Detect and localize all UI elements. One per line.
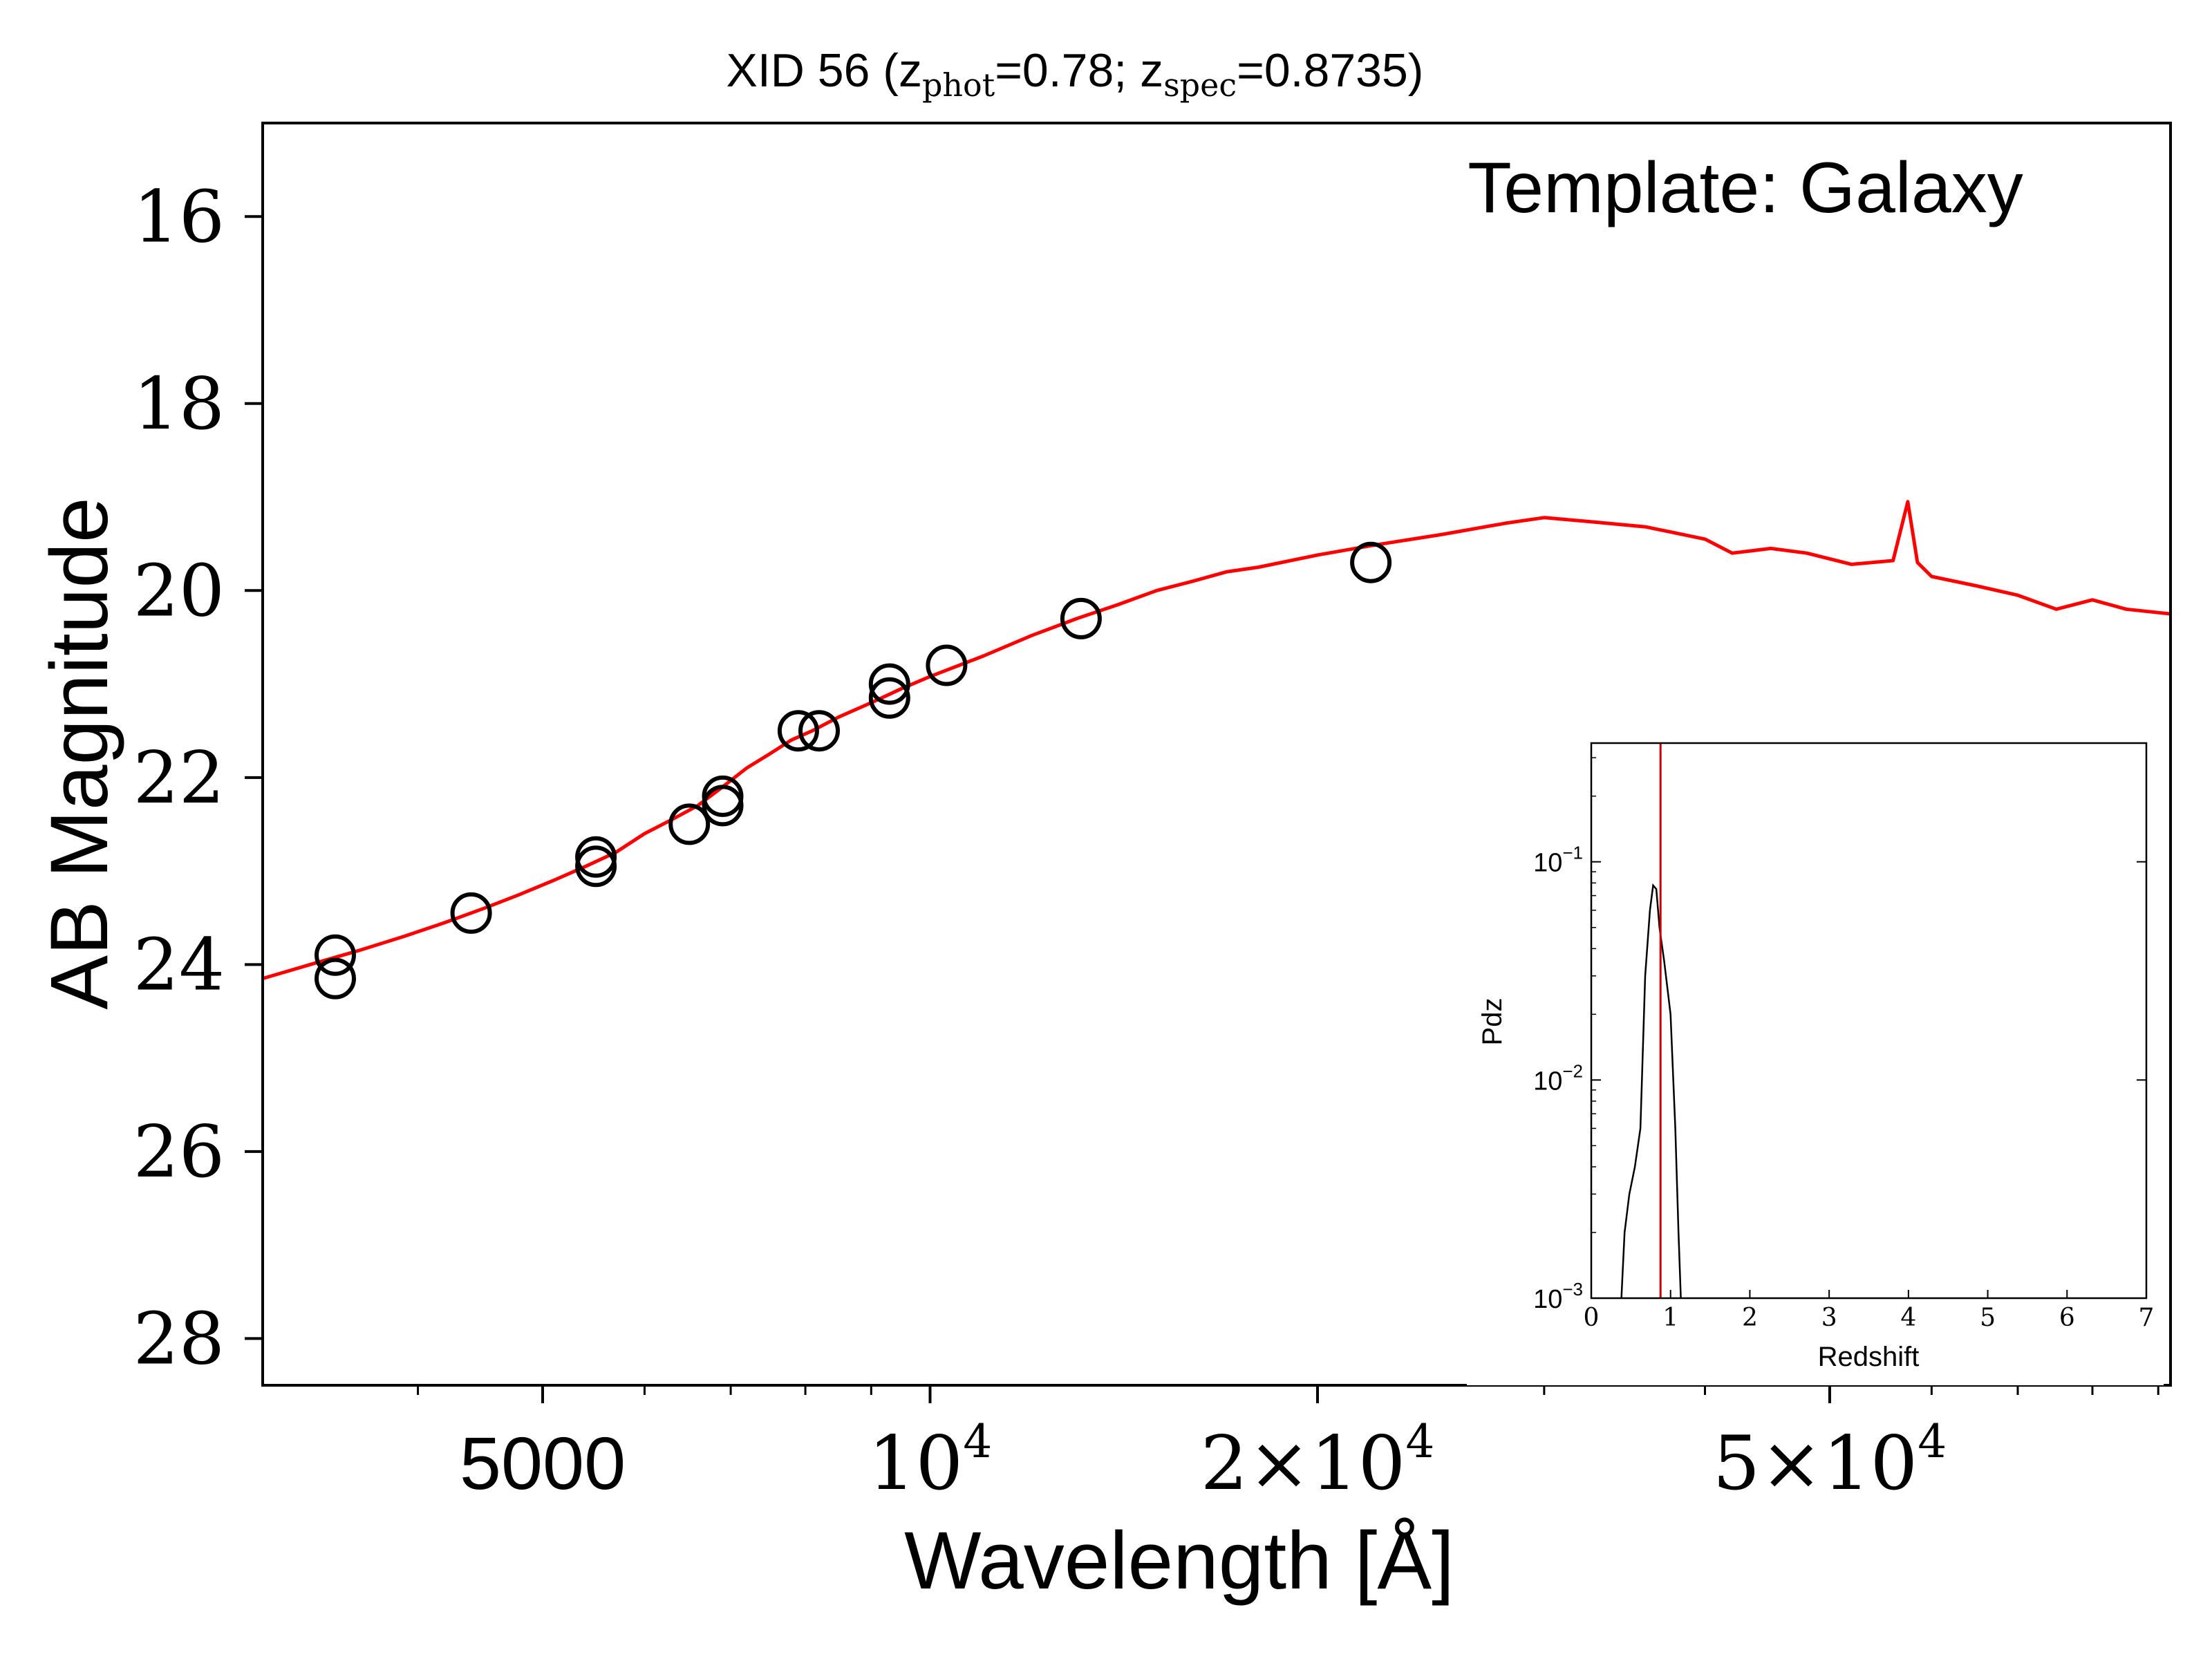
y-tick-label: 24 <box>133 922 225 1006</box>
model-spectrum-line <box>262 500 2171 980</box>
photometry-point <box>702 775 744 817</box>
x-axis-label: Wavelength [Å] <box>904 1515 1454 1606</box>
photometry-point <box>868 663 910 705</box>
pdz-curve <box>1620 883 1682 1299</box>
photometry-point <box>777 710 819 752</box>
x-axis: 5000 104 2×104 5×104 <box>417 1385 2159 1507</box>
y-tick-label: 28 <box>133 1296 225 1380</box>
chart-title: XID 56 (zphot=0.78; zspec=0.8735) <box>727 44 1424 104</box>
y-tick-label: 22 <box>133 735 225 820</box>
photometry-point <box>798 710 840 752</box>
inset-y-tick-label: 10−3 <box>1533 1279 1583 1314</box>
main-plot-area <box>262 500 2171 980</box>
inset-x-tick-label: 4 <box>1900 1304 1916 1332</box>
inset-x-axis-label: Redshift <box>1818 1342 1920 1372</box>
photometry-point <box>575 845 617 888</box>
x-tick-label: 2×104 <box>1201 1415 1435 1507</box>
inset-plot-area <box>1620 743 1682 1299</box>
x-tick-label: 5×104 <box>1713 1415 1947 1507</box>
inset-x-tick-label: 5 <box>1980 1304 1996 1332</box>
main-plot-frame <box>261 122 2172 1387</box>
inset-x-tick-label: 0 <box>1584 1304 1600 1332</box>
photometry-point <box>315 934 356 976</box>
photometry-point <box>1060 597 1102 639</box>
photometry-point <box>450 892 492 934</box>
inset-y-tick-label: 10−2 <box>1533 1060 1583 1096</box>
photometry-point <box>702 785 744 827</box>
y-tick-label: 18 <box>133 362 225 446</box>
inset-background <box>1467 726 2164 1385</box>
photometry-point <box>926 644 968 686</box>
inset-y-axis: 10−1 10−2 10−3 <box>1533 757 2146 1314</box>
photometry-point <box>575 836 617 878</box>
inset-x-tick-label: 6 <box>2059 1304 2075 1332</box>
x-tick-label: 5000 <box>460 1421 626 1505</box>
template-annotation: Template: Galaxy <box>1468 148 2023 228</box>
x-tick-label: 104 <box>868 1415 992 1507</box>
inset-frame <box>1590 742 2148 1300</box>
inset-x-tick-label: 1 <box>1662 1304 1678 1332</box>
y-axis-label: AB Magnitude <box>34 497 125 1009</box>
inset-x-tick-label: 2 <box>1742 1304 1758 1332</box>
y-tick-label: 20 <box>133 548 225 632</box>
inset-x-tick-label: 3 <box>1821 1304 1837 1332</box>
photometry-point <box>315 957 356 1000</box>
photometry-point <box>1350 541 1392 583</box>
inset-y-tick-label: 10−1 <box>1533 843 1583 878</box>
photometry-point <box>668 803 711 845</box>
photometry-point <box>868 677 910 719</box>
inset-x-tick-label: 7 <box>2139 1304 2155 1332</box>
y-tick-label: 26 <box>133 1109 225 1194</box>
y-axis: 16 18 20 22 24 26 28 <box>133 174 263 1380</box>
inset-x-axis: 0 1 2 3 4 5 6 7 <box>1584 1290 2155 1332</box>
inset-y-axis-label: Pdz <box>1477 998 1508 1046</box>
photometry-markers <box>315 541 1392 1000</box>
y-tick-label: 16 <box>133 174 225 259</box>
